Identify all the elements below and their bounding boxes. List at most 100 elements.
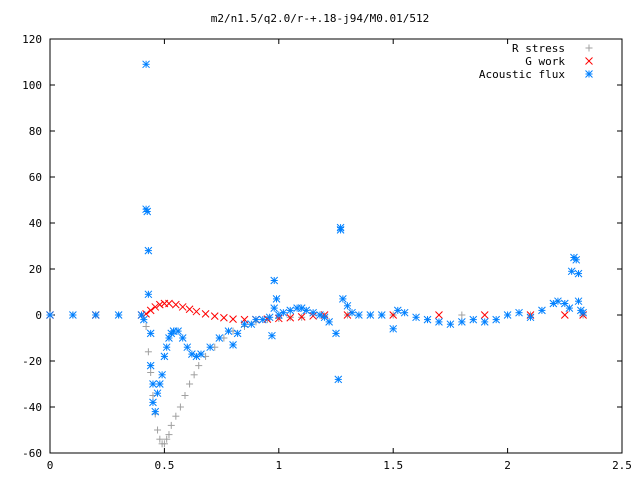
data-point [348,308,356,317]
series-acoustic-flux [46,60,587,416]
axis-ticks: 0 0.5 1 1.5 2 2.5 -60 -40 -20 0 20 40 60 80 100 120 [22,33,632,472]
data-marks [46,60,587,448]
data-point [206,343,215,352]
data-point [144,348,152,356]
data-point [572,255,581,264]
x-tick-label: 2.5 [612,459,632,472]
y-tick-label: 40 [29,217,42,230]
data-point [181,392,189,399]
data-point [286,313,295,322]
data-point [435,311,443,319]
data-point [158,370,166,379]
data-point [297,312,306,321]
data-point [423,315,432,324]
data-point [268,331,276,340]
data-point [332,329,340,338]
data-point [224,327,233,335]
data-point [279,308,288,317]
data-point [155,380,164,388]
data-point [412,313,420,322]
data-point [233,329,242,338]
data-point [560,311,569,319]
data-point [69,311,77,319]
y-tick-label: 0 [35,309,42,322]
legend-label: Acoustic flux [479,68,565,81]
data-point [178,334,187,342]
y-tick-label: 100 [22,79,42,92]
data-point [149,380,157,388]
data-point [195,362,203,370]
data-point [565,304,574,312]
data-point [172,412,180,420]
data-point [265,313,274,322]
x-tick-label: 0.5 [154,459,174,472]
data-point [162,343,171,352]
data-point [147,369,155,376]
data-point [567,267,576,276]
data-point [393,306,402,315]
data-point [270,304,279,312]
y-tick-label: 80 [29,125,42,138]
data-point [165,431,173,439]
data-point [334,375,343,384]
data-point [144,246,153,255]
data-point [309,308,317,317]
legend-marker [585,70,593,78]
data-point [457,318,466,326]
x-tick-label: 1 [275,459,282,472]
data-point [240,320,249,329]
data-point [160,440,168,448]
data-point [574,297,583,306]
data-point [325,318,333,326]
data-point [144,290,153,299]
data-point [286,306,295,315]
data-point [554,297,562,306]
data-point [480,318,489,326]
data-point [156,435,164,443]
legend-marker [585,57,593,65]
data-point [366,311,375,319]
data-point [192,307,201,316]
data-point [343,301,352,310]
data-point [258,315,267,324]
data-point [183,343,192,352]
x-tick-label: 2 [504,459,511,472]
data-point [503,311,512,319]
data-point [377,311,386,319]
legend-label: R stress [512,42,565,55]
data-point [149,398,157,407]
data-point [229,341,237,349]
data-point [272,295,281,303]
data-point [154,426,162,434]
data-point [336,223,345,232]
data-point [114,311,123,319]
data-point [480,311,489,319]
data-point [435,318,443,326]
data-point [515,308,523,317]
data-point [176,403,184,411]
data-point [190,371,198,379]
data-point [151,303,160,311]
y-tick-label: 60 [29,171,42,184]
data-point [186,380,194,388]
data-point [492,315,501,324]
chart-title: m2/n1.5/q2.0/r-+.18-j94/M0.01/512 [211,12,430,25]
data-point [139,315,148,324]
data-point [339,295,347,303]
y-tick-label: -60 [22,447,42,460]
data-point [143,207,152,216]
data-point [270,276,279,285]
data-point [526,313,535,322]
data-point [355,311,363,319]
x-tick-label: 1.5 [383,459,403,472]
data-point [178,303,187,311]
data-point [151,407,160,416]
data-point [574,269,583,278]
data-point [142,323,150,330]
legend-label: G work [525,55,565,68]
data-point [174,327,182,335]
data-point [469,315,478,324]
data-point [446,320,455,329]
